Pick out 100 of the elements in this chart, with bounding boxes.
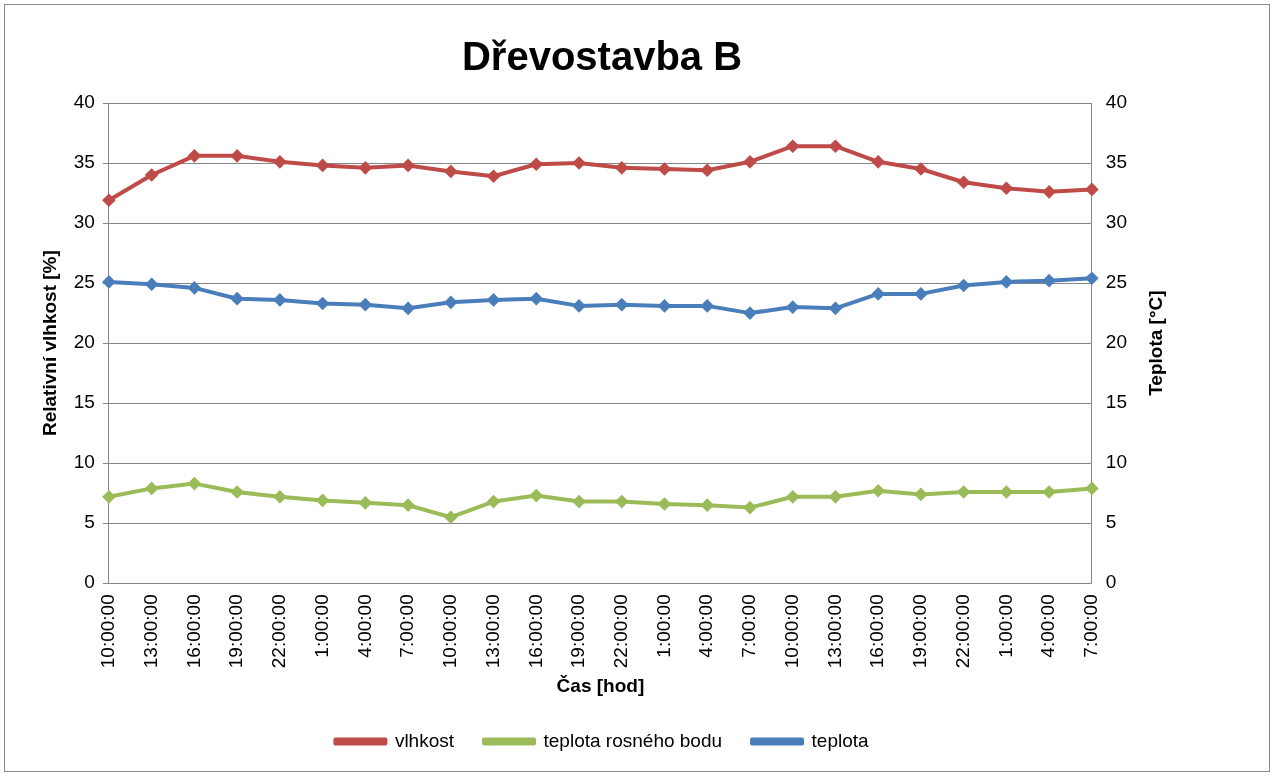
point: [316, 297, 329, 310]
point: [701, 164, 714, 177]
point: [957, 176, 970, 189]
point: [359, 298, 372, 311]
x-tick-label: 7:00:00: [738, 594, 760, 658]
point: [658, 163, 671, 176]
y2-tick-label: 40: [1105, 91, 1128, 113]
point: [402, 159, 415, 172]
point: [573, 157, 586, 170]
point: [102, 194, 115, 207]
point: [957, 486, 970, 498]
point: [444, 165, 457, 178]
x-tick-label: 22:00:00: [610, 594, 631, 669]
x-tick-label: 16:00:00: [524, 594, 546, 669]
x-tick-label: 1:00:00: [994, 594, 1016, 658]
legend-label: teplota rosného bodu: [543, 729, 723, 751]
point: [701, 499, 714, 512]
point: [231, 149, 244, 162]
point: [872, 484, 885, 497]
x-axis-title: Čas [hod]: [556, 674, 645, 696]
x-tick-label: 16:00:00: [866, 594, 888, 669]
x-tick-label: 19:00:00: [567, 594, 589, 669]
y-tick-label: 35: [73, 151, 95, 173]
y2-axis-title: Teplota [°C]: [1145, 290, 1167, 396]
y-tick-label: 30: [73, 211, 95, 233]
point: [188, 149, 201, 162]
y-axis-title: Relativní vlhkost [%]: [38, 250, 60, 437]
y-tick-label: 25: [73, 271, 95, 293]
point: [102, 490, 115, 503]
point: [701, 299, 714, 312]
x-tick-label: 4:00:00: [1037, 594, 1059, 658]
point: [1043, 274, 1056, 287]
chart-title: Dřevostavba B: [461, 34, 743, 79]
y-tick-label: 40: [73, 91, 95, 113]
x-tick-label: 16:00:00: [182, 594, 204, 669]
x-tick-label: 10:00:00: [780, 594, 802, 669]
point: [1000, 275, 1013, 288]
point: [914, 488, 927, 501]
x-tick-label: 22:00:00: [268, 594, 290, 669]
point: [231, 292, 244, 305]
point: [359, 161, 372, 174]
point: [829, 140, 842, 153]
y-tick-label: 10: [73, 451, 95, 473]
x-tick-label: 1:00:00: [310, 594, 332, 658]
point: [615, 298, 628, 311]
point: [145, 278, 158, 291]
point: [957, 279, 970, 292]
y-tick-label: 0: [84, 571, 95, 593]
x-tick-label: 13:00:00: [823, 594, 845, 669]
x-tick-label: 19:00:00: [909, 594, 931, 669]
y2-tick-label: 35: [1105, 151, 1128, 173]
point: [530, 489, 543, 502]
point: [786, 490, 799, 503]
x-tick-label: 10:00:00: [97, 594, 119, 669]
point: [231, 486, 244, 498]
y-tick-label: 5: [84, 511, 95, 533]
point: [359, 496, 372, 509]
point: [530, 158, 543, 171]
y2-tick-label: 15: [1105, 391, 1128, 413]
point: [1043, 486, 1056, 498]
point: [573, 299, 586, 312]
point: [273, 293, 286, 306]
point: [487, 170, 500, 183]
point: [615, 161, 628, 174]
point: [145, 482, 158, 495]
point: [530, 292, 543, 305]
point: [743, 155, 756, 168]
point: [1085, 183, 1098, 196]
point: [444, 511, 457, 524]
point: [743, 501, 756, 514]
y2-tick-label: 10: [1105, 451, 1128, 473]
point: [658, 299, 671, 312]
point: [188, 281, 201, 294]
point: [829, 302, 842, 315]
y2-tick-label: 5: [1105, 511, 1117, 533]
point: [573, 495, 586, 508]
point: [914, 163, 927, 176]
point: [188, 477, 201, 490]
x-tick-label: 22:00:00: [951, 594, 973, 669]
y2-tick-label: 0: [1105, 571, 1117, 593]
y2-tick-label: 25: [1105, 271, 1128, 293]
point: [1085, 482, 1098, 495]
point: [872, 155, 885, 168]
y-tick-label: 20: [73, 331, 95, 353]
point: [316, 494, 329, 507]
x-tick-label: 13:00:00: [139, 594, 161, 669]
point: [1043, 185, 1056, 198]
point: [487, 495, 500, 508]
y-tick-label: 15: [73, 391, 95, 413]
point: [444, 296, 457, 309]
point: [316, 159, 329, 172]
x-tick-label: 13:00:00: [481, 594, 503, 669]
point: [786, 301, 799, 314]
x-tick-label: 4:00:00: [353, 594, 375, 658]
point: [829, 490, 842, 503]
x-tick-label: 10:00:00: [439, 594, 461, 669]
point: [402, 302, 415, 315]
point: [402, 499, 415, 512]
y2-tick-label: 20: [1105, 331, 1128, 353]
point: [1000, 182, 1013, 195]
